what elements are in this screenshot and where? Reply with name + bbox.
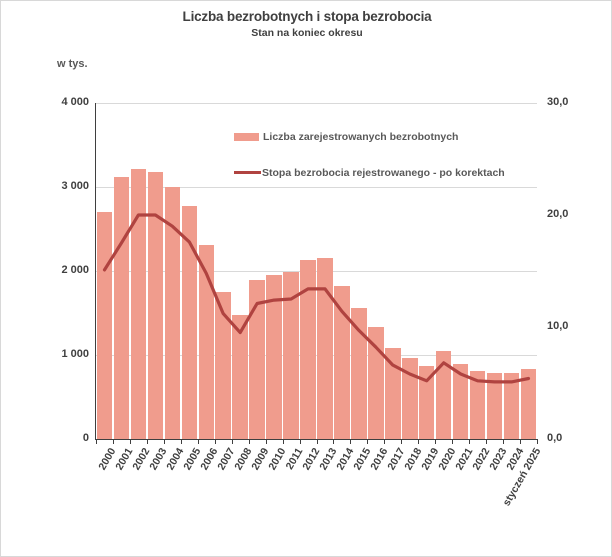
x-axis-tick-14: [333, 440, 335, 444]
bar-2014: [334, 285, 350, 439]
bar-2020: [435, 351, 452, 439]
bar-2017: [385, 348, 401, 439]
left-axis-tick-1000: 1 000: [61, 348, 89, 360]
bar-2003: [147, 172, 164, 439]
bar-2022: [469, 370, 486, 439]
right-axis-tick-0: 0,0: [547, 432, 563, 444]
x-axis-tick-4: [163, 440, 165, 444]
x-axis-tick-18: [401, 440, 403, 444]
x-axis-tick-7: [214, 440, 216, 444]
y-axis-line: [95, 103, 96, 440]
left-axis-tick-0: 0: [82, 432, 89, 444]
x-axis-tick-26: [537, 440, 538, 444]
x-axis-tick-22: [469, 440, 471, 444]
legend-label-line: Stopa bezrobocia rejestrowanego - po kor…: [262, 166, 505, 179]
x-axis-tick-21: [452, 440, 454, 444]
bar-2000: [96, 211, 113, 439]
x-axis-tick-24: [503, 440, 505, 444]
x-axis-tick-6: [197, 440, 199, 444]
x-axis-tick-16: [367, 440, 369, 444]
x-axis-tick-5: [180, 440, 182, 444]
x-axis-tick-17: [384, 440, 386, 444]
x-axis-tick-3: [146, 440, 148, 444]
bar-2023: [486, 372, 503, 439]
bar-2012: [300, 259, 316, 439]
x-axis-line: [95, 439, 538, 440]
right-axis-tick-10: 10,0: [547, 320, 569, 332]
gridline-4000: [96, 102, 537, 104]
legend-item-bars: Liczba zarejestrowanych bezrobotnych: [234, 128, 458, 146]
bar-2010: [266, 274, 282, 439]
left-axis-tick-4000: 4 000: [61, 96, 89, 108]
bar-2008: [232, 315, 248, 439]
bar-2004: [164, 187, 181, 439]
legend-label-bars: Liczba zarejestrowanych bezrobotnych: [263, 130, 459, 143]
bar-2013: [317, 257, 333, 439]
bar-2002: [130, 168, 147, 439]
x-axis-tick-1: [112, 440, 114, 444]
line-series-swatch: [234, 171, 261, 175]
x-axis-tick-8: [231, 440, 233, 444]
right-axis-tick-20: 20,0: [547, 208, 569, 220]
right-axis-tick-30: 30,0: [547, 96, 569, 108]
bar-2011: [283, 272, 299, 439]
bar-2001: [113, 177, 130, 439]
bar-2009: [249, 280, 265, 439]
y-axis-unit-label: w tys.: [57, 58, 88, 70]
left-axis-tick-2000: 2 000: [61, 264, 89, 276]
bar-2015: [351, 307, 367, 439]
bar-2018: [402, 357, 418, 439]
bar-2021: [452, 363, 469, 439]
x-axis-tick-13: [316, 440, 318, 444]
bar-2005: [181, 206, 197, 439]
bar-styczeń 2025: [520, 368, 537, 439]
bar-2024: [503, 372, 520, 439]
x-axis-tick-15: [350, 440, 352, 444]
x-axis-tick-10: [265, 440, 267, 444]
legend-item-line: Stopa bezrobocia rejestrowanego - po kor…: [234, 164, 505, 182]
x-axis-tick-2: [129, 440, 131, 444]
x-axis-tick-9: [248, 440, 250, 444]
bar-2007: [215, 292, 231, 439]
left-axis-tick-3000: 3 000: [61, 180, 89, 192]
x-axis-tick-19: [418, 440, 420, 444]
bar-2016: [368, 326, 384, 439]
chart-title: Liczba bezrobotnych i stopa bezrobocia: [182, 9, 432, 24]
bar-2006: [198, 245, 214, 439]
x-axis-tick-0: [96, 440, 97, 444]
x-axis-tick-23: [486, 440, 488, 444]
bar-2019: [419, 366, 435, 439]
x-axis-tick-12: [299, 440, 301, 444]
x-axis-tick-20: [435, 440, 437, 444]
bar-series-swatch: [234, 132, 259, 141]
chart-subtitle: Stan na koniec okresu: [251, 27, 363, 39]
plot-area: [96, 102, 537, 439]
x-axis-tick-11: [282, 440, 284, 444]
gridline-3000: [96, 186, 537, 188]
x-axis-tick-25: [520, 440, 522, 444]
